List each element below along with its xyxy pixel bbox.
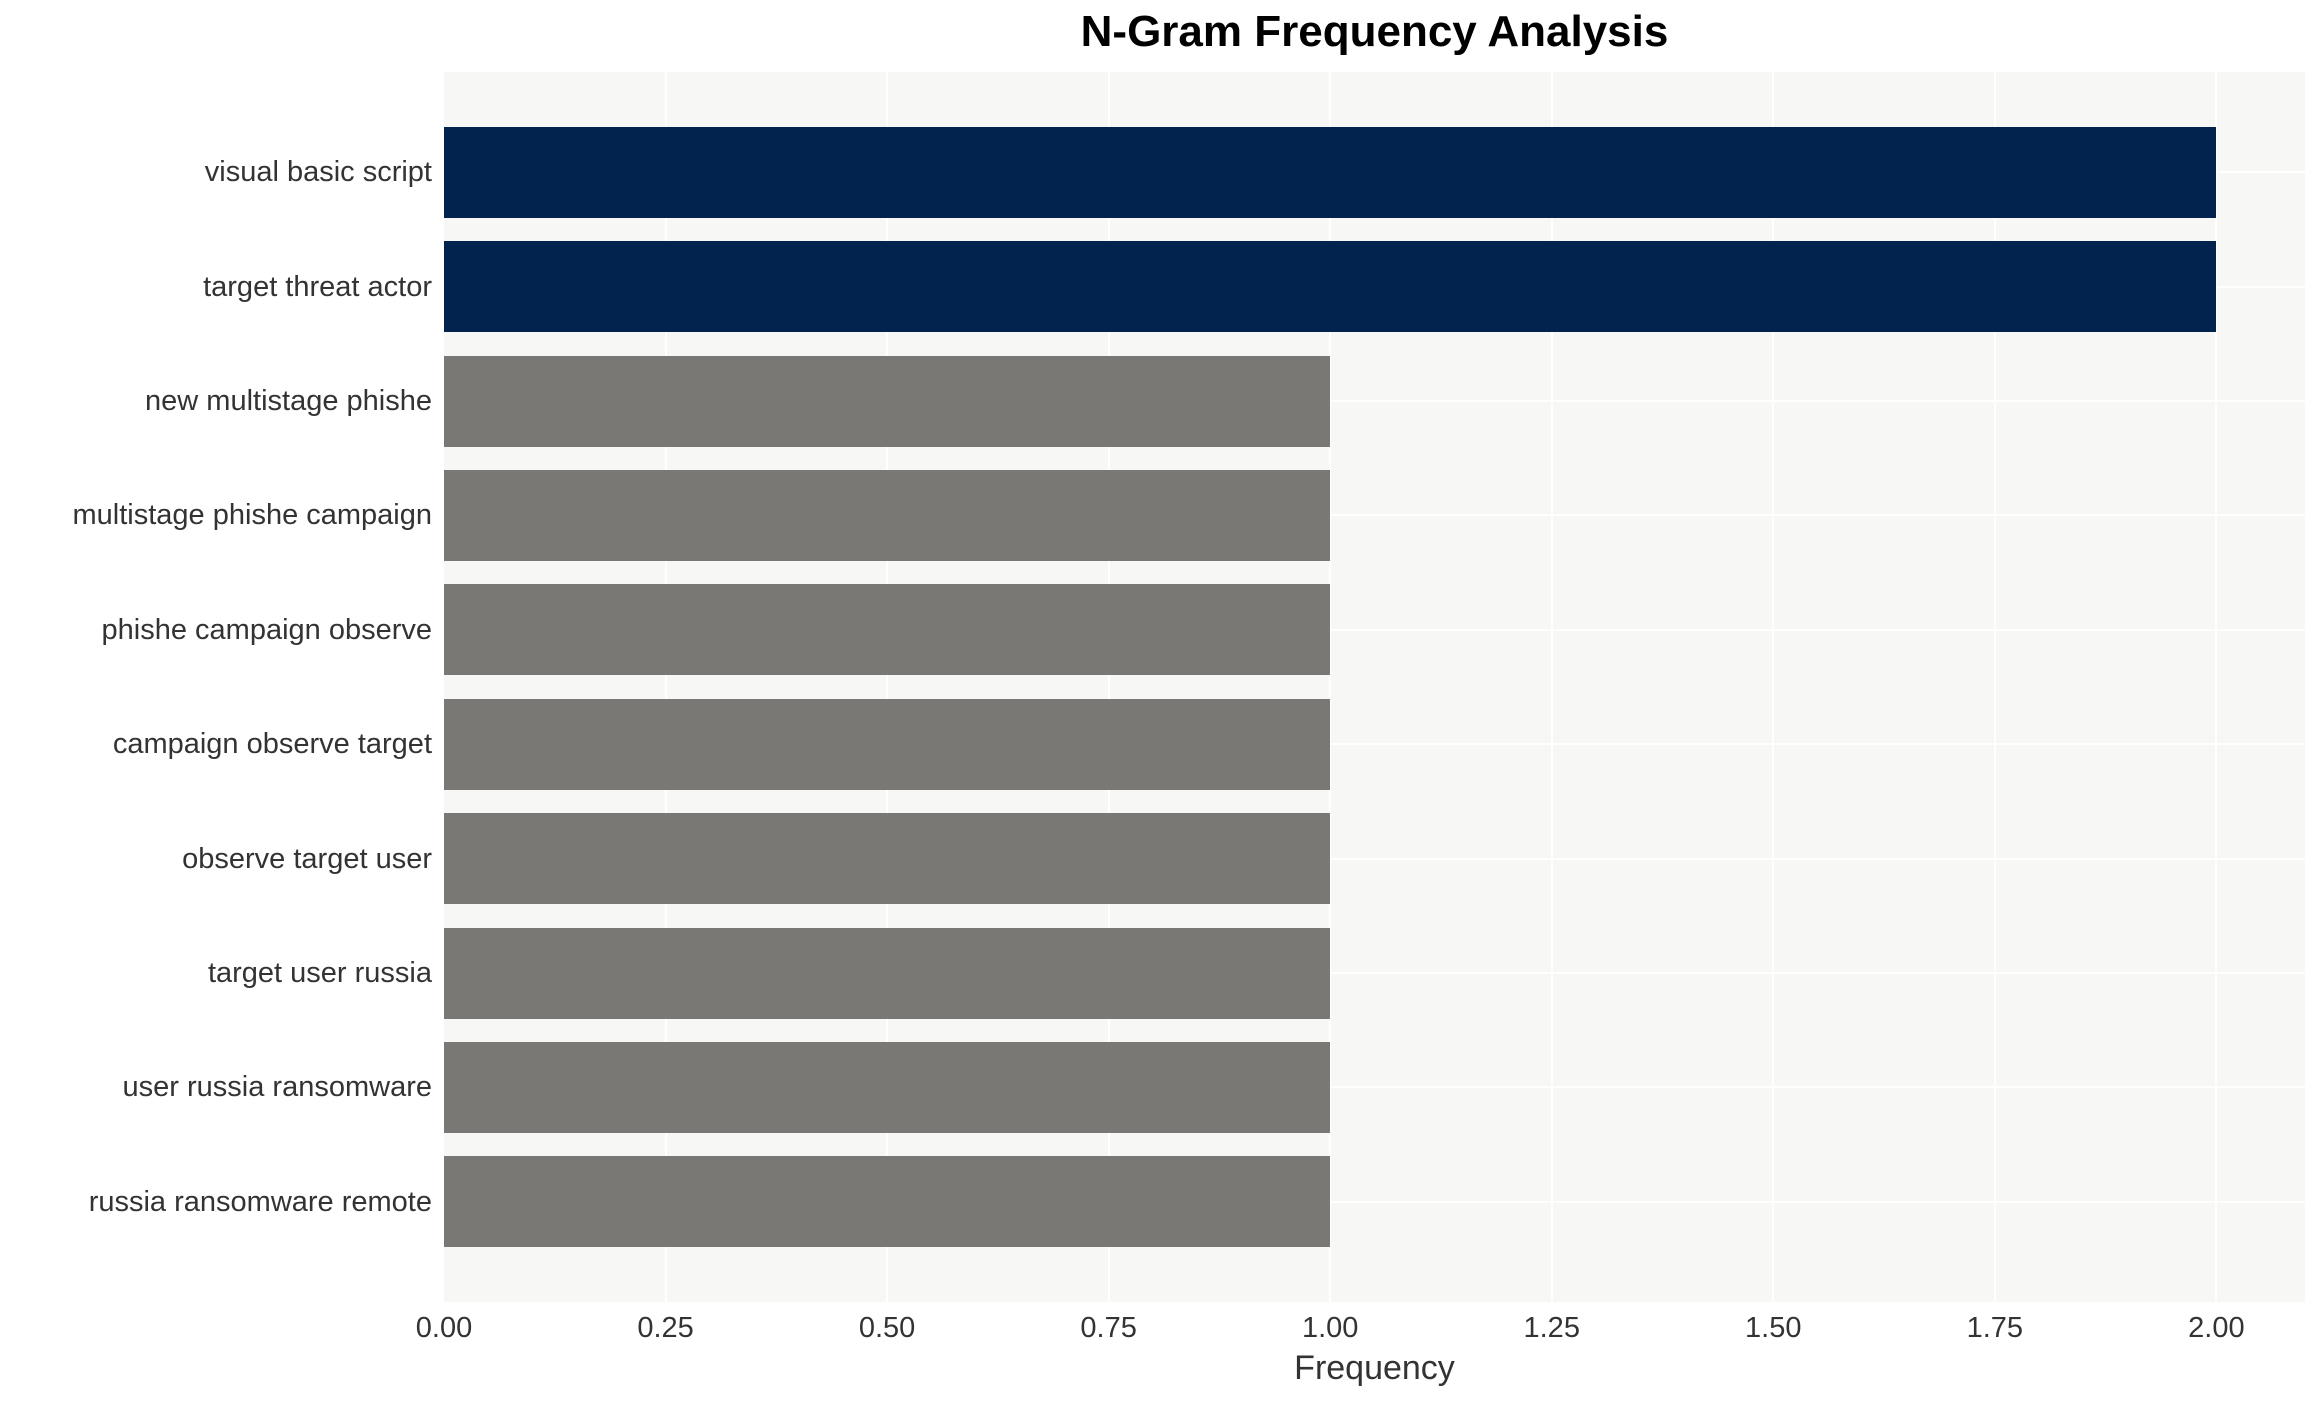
vertical-gridline bbox=[1993, 72, 1996, 1302]
vertical-gridline bbox=[664, 72, 667, 1302]
x-tick-label: 1.50 bbox=[1745, 1312, 1802, 1344]
y-tick-label: russia ransomware remote bbox=[88, 1185, 432, 1218]
bar bbox=[444, 1041, 1331, 1133]
y-tick-label: target threat actor bbox=[203, 270, 432, 303]
bar bbox=[444, 698, 1331, 790]
y-tick-label: campaign observe target bbox=[112, 728, 432, 761]
horizontal-gridline bbox=[444, 514, 2305, 517]
x-tick-label: 0.75 bbox=[1080, 1312, 1137, 1344]
x-axis-label: Frequency bbox=[1294, 1349, 1455, 1387]
y-tick-label: target user russia bbox=[207, 957, 432, 989]
y-tick-label: new multistage phishe bbox=[145, 385, 432, 417]
x-tick-label: 0.25 bbox=[637, 1312, 694, 1344]
y-tick-label: visual basic script bbox=[204, 156, 432, 189]
bar bbox=[444, 469, 1331, 561]
bar bbox=[444, 126, 2217, 218]
x-tick-label: 0.50 bbox=[858, 1312, 916, 1344]
horizontal-gridline bbox=[444, 628, 2305, 631]
y-tick-label: observe target user bbox=[182, 842, 432, 875]
vertical-gridline bbox=[1107, 72, 1110, 1302]
bar bbox=[444, 813, 1331, 905]
vertical-gridline bbox=[1329, 72, 1332, 1302]
bar bbox=[444, 927, 1331, 1019]
y-tick-label: phishe campaign observe bbox=[101, 613, 432, 646]
chart-title: N-Gram Frequency Analysis bbox=[1080, 7, 1669, 56]
y-tick-label: user russia ransomware bbox=[122, 1071, 432, 1104]
horizontal-gridline bbox=[444, 400, 2305, 402]
horizontal-gridline bbox=[444, 1086, 2305, 1089]
x-tick-label: 1.25 bbox=[1523, 1312, 1580, 1344]
bar bbox=[444, 241, 2217, 333]
x-tick-label: 2.00 bbox=[2188, 1312, 2245, 1344]
vertical-gridline bbox=[2215, 72, 2218, 1302]
bar bbox=[444, 584, 1331, 676]
bar bbox=[444, 355, 1331, 447]
x-tick-label: 0.00 bbox=[415, 1312, 473, 1344]
vertical-gridline bbox=[886, 72, 889, 1302]
horizontal-gridline bbox=[444, 1200, 2305, 1203]
horizontal-gridline bbox=[444, 972, 2305, 974]
x-tick-label: 1.00 bbox=[1301, 1312, 1359, 1344]
horizontal-gridline bbox=[444, 857, 2305, 860]
vertical-gridline bbox=[1772, 72, 1775, 1302]
y-tick-label: multistage phishe campaign bbox=[72, 499, 432, 532]
horizontal-gridline bbox=[444, 743, 2305, 746]
plot-area bbox=[444, 72, 2305, 1302]
x-tick-label: 1.75 bbox=[1966, 1312, 2024, 1344]
bar bbox=[444, 1156, 1331, 1248]
vertical-gridline bbox=[1550, 72, 1553, 1302]
